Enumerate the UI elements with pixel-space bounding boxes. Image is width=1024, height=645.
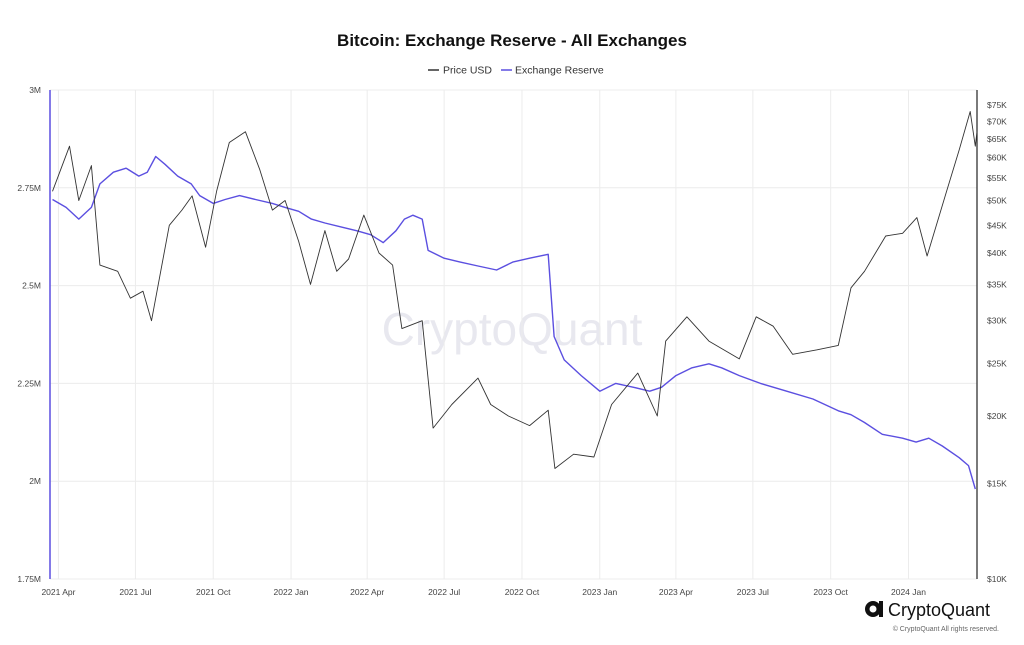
right-tick-label: $25K [987,359,1007,369]
x-tick-label: 2021 Jul [119,587,151,597]
left-tick-label: 2.25M [17,378,41,388]
series-line-price-usd [52,111,978,469]
copyright-text: © CryptoQuant All rights reserved. [893,625,999,633]
series-line-exchange-reserve [52,155,976,490]
right-tick-label: $30K [987,316,1007,326]
x-tick-label: 2023 Oct [813,587,848,597]
left-tick-label: 2.75M [17,183,41,193]
right-tick-label: $65K [987,134,1007,144]
brand-name: CryptoQuant [888,600,990,620]
x-tick-label: 2022 Jul [428,587,460,597]
right-tick-label: $40K [987,248,1007,258]
grid-layer [50,89,977,580]
x-axis: 2021 Apr 2021 Jul 2021 Oct 2022 Jan 2022 Apr… [41,587,926,597]
legend-label-reserve: Exchange Reserve [515,65,604,77]
right-tick-label: $20K [987,411,1007,421]
x-tick-label: 2021 Oct [196,587,231,597]
right-axis: $75K $70K $65K $60K $55K $50K $45K $40K $35K $30K… [976,90,1007,584]
right-tick-label: $60K [987,153,1007,163]
x-tick-label: 2021 Apr [41,587,75,597]
right-tick-label: $70K [987,116,1007,126]
x-tick-label: 2022 Apr [350,587,384,597]
chart-legend: Price USD Exchange Reserve [428,65,604,77]
brand-logo: CryptoQuant [865,600,990,620]
legend-label-price: Price USD [443,65,492,77]
x-tick-label: 2023 Apr [659,587,693,597]
left-tick-label: 2M [29,476,41,486]
x-tick-label: 2023 Jul [737,587,769,597]
x-tick-label: 2022 Jan [274,587,309,597]
x-tick-label: 2022 Oct [505,587,540,597]
brand-logo-icon-bar [879,601,883,617]
right-tick-label: $10K [987,574,1007,584]
brand-logo-icon-inner [869,605,877,613]
right-tick-label: $55K [987,173,1007,183]
left-tick-label: 2.5M [22,281,41,291]
x-tick-label: 2023 Jan [582,587,617,597]
right-tick-label: $45K [987,220,1007,230]
x-tick-label: 2024 Jan [891,587,926,597]
right-tick-label: $75K [987,100,1007,110]
watermark: CryptoQuant [382,303,643,355]
series-layer [52,111,978,490]
right-tick-label: $50K [987,196,1007,206]
right-tick-label: $35K [987,279,1007,289]
left-tick-label: 3M [29,85,41,95]
left-tick-label: 1.75M [17,574,41,584]
left-axis: 3M 2.75M 2.5M 2.25M 2M 1.75M [17,85,51,584]
right-tick-label: $15K [987,479,1007,489]
chart-title: Bitcoin: Exchange Reserve - All Exchange… [337,31,687,50]
